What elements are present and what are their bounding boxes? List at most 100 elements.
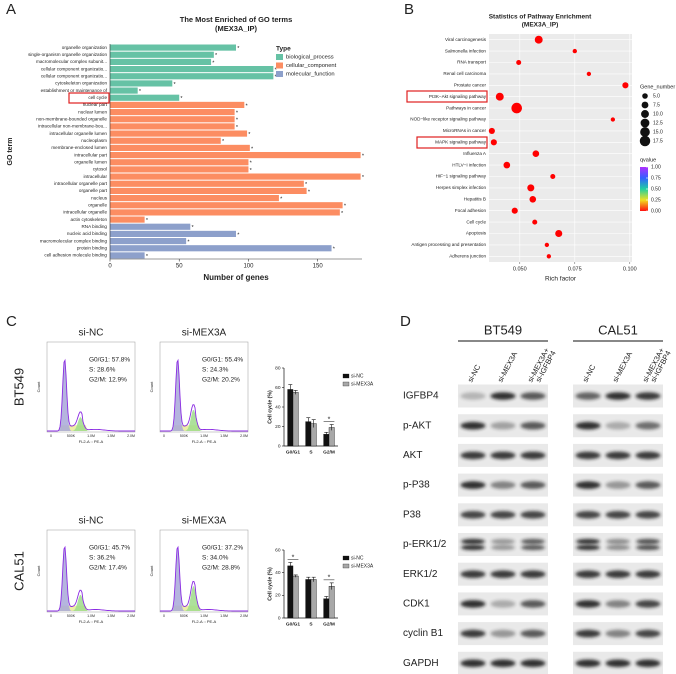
point — [495, 92, 504, 101]
legend-swatch — [342, 555, 350, 561]
stat-label: S: 36.2% — [89, 555, 116, 562]
y-tick-label: 0 — [278, 443, 281, 449]
bar-annotation: * — [215, 53, 218, 59]
lane-label: si-MEX3A — [611, 350, 635, 384]
cell-line-label: BT549 — [484, 322, 522, 337]
y-tick-label: macromolecular complex binding — [40, 238, 108, 243]
band — [605, 511, 631, 519]
y-tick-label: HIF−1 signaling pathway — [436, 174, 487, 179]
y-tick-label: protein binding — [77, 245, 108, 250]
legend-label: si-MEX3A — [351, 381, 374, 387]
point — [555, 229, 563, 238]
bar — [110, 166, 249, 173]
y-tick-label: intracellular organelle part — [54, 181, 108, 186]
bar — [110, 187, 307, 194]
protein-label: p-ERK1/2 — [403, 539, 447, 550]
band — [520, 629, 546, 638]
y-tick-label: 80 — [275, 365, 281, 371]
band — [521, 544, 545, 551]
histogram-line — [47, 545, 135, 612]
band — [635, 600, 661, 608]
protein-label: p-AKT — [403, 420, 431, 431]
bar — [110, 101, 245, 108]
stat-label: S: 34.0% — [202, 555, 229, 562]
point — [503, 161, 511, 169]
x-tick-label: 1.0M — [200, 614, 208, 618]
bar-annotation: * — [341, 211, 344, 217]
bar-annotation: * — [248, 132, 251, 138]
histogram-fill — [47, 547, 135, 611]
panel-label: A — [6, 1, 16, 18]
band — [575, 421, 601, 430]
bar — [110, 152, 361, 159]
bar — [110, 173, 361, 180]
significance-mark: * — [292, 554, 295, 561]
x-tick-label: 0.075 — [568, 266, 582, 272]
x-tick-label: 1.0M — [87, 434, 95, 438]
band — [605, 570, 631, 578]
bar — [110, 123, 235, 130]
x-tick-label: 2.0M — [240, 614, 248, 618]
x-tick-label: 500K — [180, 434, 189, 438]
y-tick-label: nucleoplasm — [81, 138, 107, 143]
legend-swatch — [342, 563, 350, 569]
band — [491, 544, 515, 551]
band — [520, 451, 546, 460]
x-tick-label: S — [309, 621, 313, 627]
band — [461, 538, 485, 545]
bar-annotation: * — [192, 225, 195, 231]
y-tick-label: 0 — [278, 615, 281, 621]
band — [605, 451, 631, 460]
bar — [110, 159, 249, 166]
bar-annotation: * — [305, 182, 308, 188]
band — [491, 538, 515, 545]
plot-title: si-NC — [79, 516, 104, 527]
point — [550, 174, 556, 179]
y-tick-label: Focal adhesion — [455, 208, 487, 213]
x-tick-label: 0 — [163, 434, 165, 438]
band — [635, 421, 661, 430]
bar — [287, 565, 294, 619]
y-tick-label: nuclear lumen — [78, 109, 107, 114]
histogram-line — [47, 358, 135, 432]
y-tick-label: 20 — [275, 424, 281, 430]
legend-label: si-MEX3A — [351, 563, 374, 569]
y-tick-label: 40 — [275, 570, 281, 576]
row-label: CAL51 — [11, 551, 26, 591]
y-axis-label: Count — [149, 565, 154, 577]
legend-title: Gene_number — [640, 84, 675, 90]
x-tick-label: 1.5M — [220, 614, 228, 618]
chart-title: The Most Enriched of GO terms — [180, 15, 293, 24]
legend-label: si-NC — [351, 373, 364, 379]
protein-label: CDK1 — [403, 599, 430, 610]
y-tick-label: Hepatitis B — [464, 197, 486, 202]
band — [575, 511, 601, 519]
y-tick-label: Adherens junction — [449, 254, 486, 259]
bar-annotation: * — [308, 189, 311, 195]
bar — [110, 109, 235, 116]
band — [636, 538, 660, 545]
legend-swatch — [342, 381, 350, 387]
band — [635, 451, 661, 460]
y-tick-label: membrane-enclosed lumen — [51, 145, 107, 150]
legend-swatch — [342, 373, 350, 379]
plot-title: si-NC — [79, 328, 104, 339]
highlight-box — [68, 92, 110, 104]
bar — [110, 223, 191, 230]
legend-label: 12.5 — [653, 120, 663, 126]
y-tick-label: intracellular organelle — [63, 210, 107, 215]
y-tick-label: MAPK signaling pathway — [435, 140, 487, 145]
y-tick-label: cellular component organizatio... — [41, 73, 107, 78]
protein-label: ERK1/2 — [403, 569, 438, 580]
legend-label: 15.0 — [653, 129, 663, 135]
y-tick-label: PI3K−Akt signaling pathway — [429, 94, 487, 99]
y-tick-label: cell adhesion molecule binding — [44, 253, 107, 258]
bar-annotation: * — [236, 111, 239, 117]
y-tick-label: Viral carcinogenesis — [445, 37, 487, 42]
highlight-box — [406, 90, 488, 103]
y-tick-label: intracellular organelle lumen — [50, 131, 108, 136]
band — [460, 659, 486, 668]
y-tick-label: actin cytoskeleton — [70, 217, 107, 222]
